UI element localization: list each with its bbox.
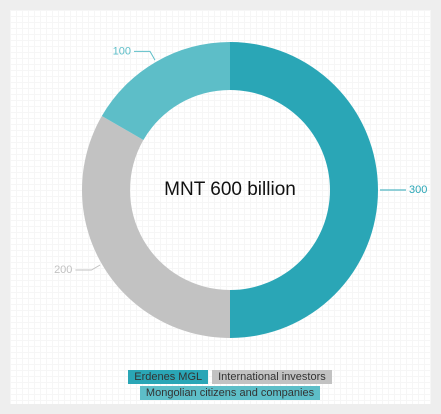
data-label: 100 bbox=[113, 45, 131, 57]
slice bbox=[101, 42, 230, 140]
legend-item[interactable]: Mongolian citizens and companies bbox=[139, 386, 321, 400]
legend: Erdenes MGL International investors Mongol… bbox=[90, 370, 370, 400]
data-label: 300 bbox=[409, 184, 427, 196]
slice bbox=[81, 116, 230, 338]
leader-line bbox=[75, 264, 101, 271]
slice bbox=[230, 42, 378, 338]
center-label: MNT 600 billion bbox=[164, 179, 296, 200]
legend-item[interactable]: Erdenes MGL bbox=[128, 370, 209, 384]
legend-item[interactable]: International investors bbox=[212, 370, 332, 384]
leader-line bbox=[134, 50, 156, 61]
data-label: 200 bbox=[54, 264, 72, 276]
